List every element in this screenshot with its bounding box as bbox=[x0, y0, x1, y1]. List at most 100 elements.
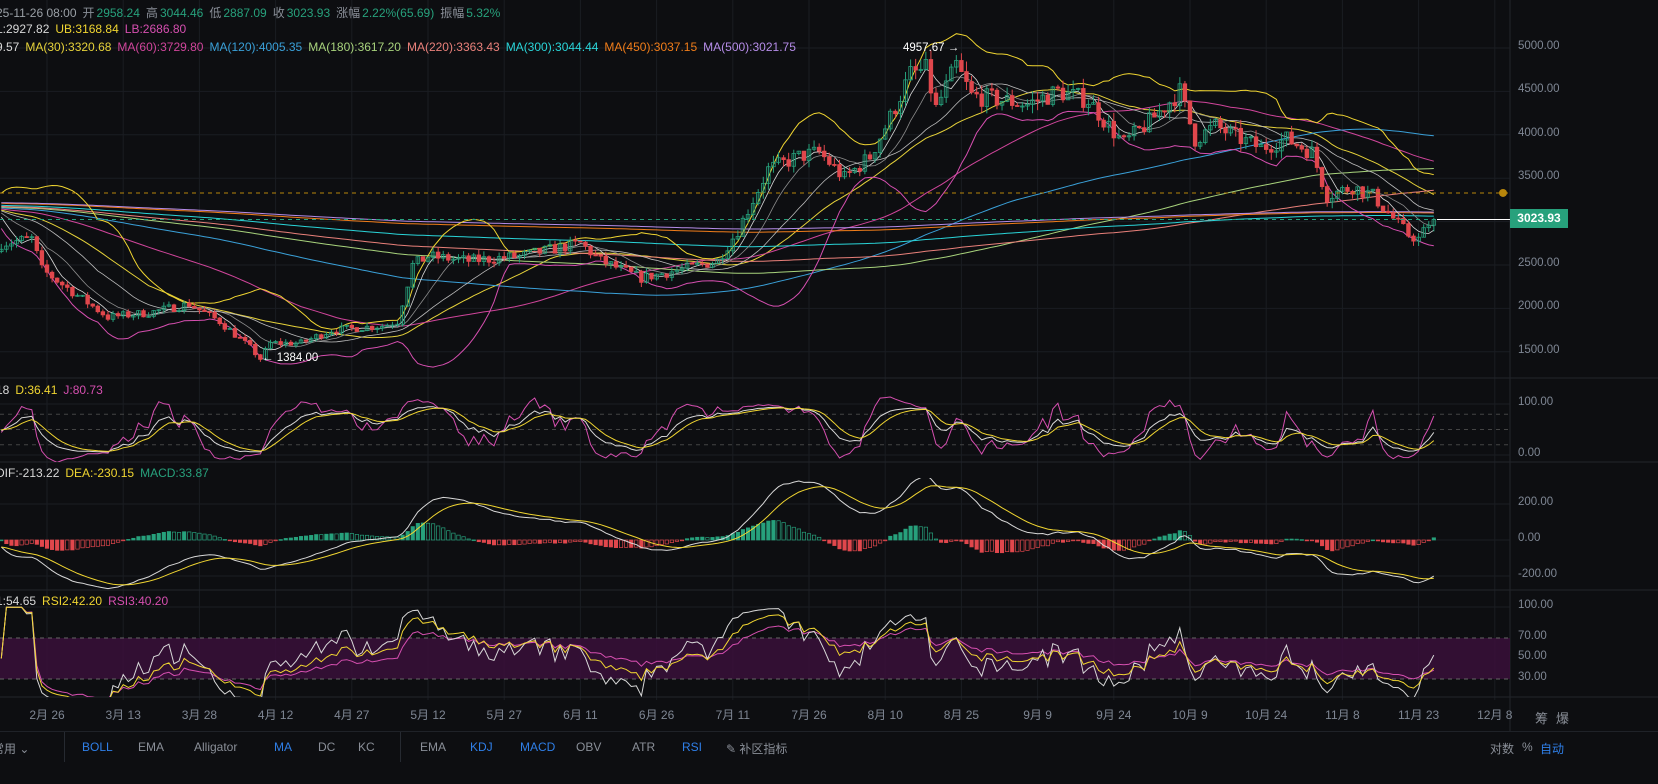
macd-histogram-bar bbox=[1198, 539, 1203, 545]
candle bbox=[943, 74, 949, 103]
macd-histogram-bar bbox=[700, 536, 705, 541]
candle bbox=[959, 53, 964, 73]
candle bbox=[126, 309, 131, 319]
candle-body bbox=[354, 327, 360, 332]
candle bbox=[827, 152, 832, 167]
candle-body bbox=[1218, 119, 1223, 129]
candle bbox=[258, 353, 263, 362]
ma-300-line bbox=[1, 204, 1434, 248]
indicator-ma[interactable]: MA bbox=[274, 740, 292, 754]
candle bbox=[65, 281, 70, 292]
candle bbox=[192, 302, 197, 309]
amplitude-value: 5.32% bbox=[466, 6, 501, 20]
macd-histogram-bar bbox=[1325, 539, 1330, 550]
macd-histogram-bar bbox=[375, 536, 380, 541]
candle-body bbox=[715, 258, 720, 264]
macd-histogram-bar bbox=[39, 539, 44, 547]
indicator-kc[interactable]: KC bbox=[358, 740, 375, 754]
candle bbox=[1157, 103, 1162, 122]
candle bbox=[994, 87, 1000, 110]
indicator-dc[interactable]: DC bbox=[318, 740, 336, 754]
indicator-atr[interactable]: ATR bbox=[632, 740, 656, 754]
time-axis-label: 7月 26 bbox=[791, 708, 827, 722]
indicator-kdj[interactable]: KDJ bbox=[470, 740, 493, 754]
candle bbox=[1065, 84, 1071, 101]
indicator-ema[interactable]: EMA bbox=[420, 740, 447, 754]
indicator-macd[interactable]: MACD bbox=[520, 740, 556, 754]
candle bbox=[232, 324, 238, 338]
candle-body bbox=[491, 261, 497, 264]
macd-histogram-bar bbox=[563, 539, 568, 544]
candle-body bbox=[1131, 125, 1137, 137]
candle-body bbox=[1070, 89, 1076, 93]
candle bbox=[1020, 101, 1025, 113]
candle bbox=[674, 266, 680, 274]
indicator-ema[interactable]: EMA bbox=[138, 740, 165, 754]
indicator-rsi[interactable]: RSI bbox=[682, 740, 703, 754]
macd-histogram-bar bbox=[745, 527, 751, 541]
candle-body bbox=[369, 325, 375, 330]
candle bbox=[80, 294, 85, 298]
indicator-obv[interactable]: OBV bbox=[576, 740, 602, 754]
percent-toggle[interactable]: % bbox=[1522, 740, 1533, 754]
macd-histogram-bar bbox=[212, 535, 217, 541]
candle bbox=[1299, 143, 1304, 153]
macd-histogram-bar bbox=[9, 539, 14, 546]
candle bbox=[100, 309, 106, 318]
macd-histogram-bar bbox=[232, 539, 238, 543]
candle bbox=[928, 50, 934, 102]
candle-body bbox=[949, 66, 954, 82]
burst-button[interactable]: 爆 bbox=[1556, 711, 1570, 726]
log-scale-toggle[interactable]: 对数 bbox=[1490, 742, 1515, 756]
edit-indicators-button[interactable]: ✎ 补区指标 bbox=[726, 742, 788, 756]
macd-histogram-bar bbox=[1060, 539, 1066, 543]
common-indicators-dropdown[interactable]: 常用 ⌄ bbox=[0, 742, 30, 756]
candle-body bbox=[1284, 131, 1289, 141]
candle bbox=[1010, 89, 1015, 110]
candle bbox=[70, 286, 75, 299]
chip-button[interactable]: 筹 bbox=[1535, 711, 1549, 726]
macd-histogram-bar bbox=[349, 533, 354, 541]
candle bbox=[537, 247, 542, 258]
candle-body bbox=[1385, 210, 1391, 214]
candle bbox=[308, 336, 314, 344]
candle-body bbox=[115, 313, 121, 317]
indicator-boll[interactable]: BOLL bbox=[82, 740, 113, 754]
open-value: 2958.24 bbox=[96, 6, 140, 20]
auto-scale-toggle[interactable]: 自动 bbox=[1540, 742, 1565, 756]
indicator-alligator[interactable]: Alligator bbox=[194, 740, 238, 754]
price-axis-label: 4500.00 bbox=[1518, 83, 1560, 96]
macd-histogram-bar bbox=[141, 535, 146, 541]
candle-body bbox=[745, 214, 751, 219]
rsi1-line bbox=[0, 606, 1435, 697]
candle bbox=[1233, 121, 1238, 137]
candle-body bbox=[202, 309, 207, 312]
candle bbox=[263, 346, 268, 361]
kdj-j-line bbox=[0, 396, 1435, 462]
open-label: 开 bbox=[82, 6, 95, 20]
macd-histogram-bar bbox=[974, 539, 979, 550]
macd-histogram-bar bbox=[34, 539, 39, 545]
macd-histogram-bar bbox=[1081, 539, 1086, 543]
candle bbox=[1421, 224, 1426, 238]
macd-histogram-bar bbox=[1005, 539, 1010, 552]
macd-dif-line bbox=[0, 478, 1435, 590]
candle-body bbox=[501, 256, 507, 259]
macd-histogram-bar bbox=[1055, 539, 1060, 543]
candle bbox=[679, 262, 685, 275]
macd-histogram-bar bbox=[75, 539, 80, 550]
candle-body bbox=[166, 304, 172, 307]
candle bbox=[1279, 132, 1284, 159]
macd-histogram-bar bbox=[359, 534, 365, 541]
candle bbox=[857, 165, 862, 177]
candle-body bbox=[136, 310, 141, 317]
candle bbox=[964, 61, 969, 90]
macd-histogram-bar bbox=[1335, 539, 1340, 551]
candle-body bbox=[1319, 167, 1325, 187]
macd-histogram-bar bbox=[1162, 535, 1167, 541]
candle-body bbox=[1091, 102, 1096, 105]
candle-body bbox=[85, 294, 90, 305]
candle-body bbox=[171, 304, 177, 312]
candle-body bbox=[512, 252, 517, 258]
